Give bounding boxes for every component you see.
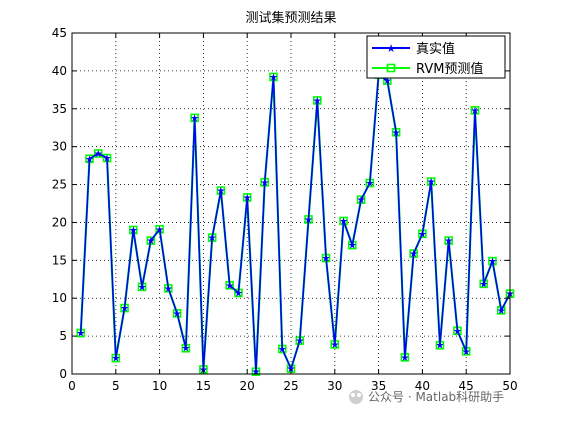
data-point-true: ★ bbox=[304, 215, 313, 226]
legend-label-pred: RVM预测值 bbox=[416, 61, 483, 77]
x-tick-label: 40 bbox=[415, 379, 430, 393]
legend-marker-true: ★ bbox=[386, 42, 396, 55]
x-tick-label: 15 bbox=[196, 379, 211, 393]
data-point-true: ★ bbox=[444, 236, 453, 247]
data-point-true: ★ bbox=[111, 354, 120, 365]
data-point-true: ★ bbox=[383, 76, 392, 87]
watermark-text: 公众号 · Matlab科研助手 bbox=[368, 390, 504, 404]
watermark-logo-inner bbox=[351, 393, 355, 397]
data-point-true: ★ bbox=[278, 344, 287, 355]
x-tick-label: 35 bbox=[371, 379, 386, 393]
data-point-true: ★ bbox=[392, 128, 401, 139]
data-point-true: ★ bbox=[435, 341, 444, 352]
data-point-true: ★ bbox=[330, 340, 339, 351]
data-point-true: ★ bbox=[94, 149, 103, 160]
grid bbox=[72, 33, 510, 374]
legend-label-true: 真实值 bbox=[416, 41, 455, 57]
y-tick-label: 40 bbox=[52, 64, 67, 78]
data-point-true: ★ bbox=[488, 257, 497, 268]
legend: ★ 真实值 RVM预测值 bbox=[366, 35, 506, 79]
y-tick-label: 30 bbox=[52, 140, 67, 154]
data-point-predicted bbox=[93, 149, 103, 158]
data-point-true: ★ bbox=[427, 177, 436, 188]
data-point-true: ★ bbox=[313, 96, 322, 107]
data-point-true: ★ bbox=[418, 229, 427, 240]
watermark: 公众号 · Matlab科研助手 bbox=[349, 390, 504, 404]
data-point-true: ★ bbox=[85, 154, 94, 165]
plot-area bbox=[72, 33, 510, 374]
y-tick-label: 45 bbox=[52, 26, 67, 40]
data-point-true: ★ bbox=[120, 304, 129, 315]
data-point-true: ★ bbox=[251, 367, 260, 378]
data-point-true: ★ bbox=[357, 195, 366, 206]
y-tick-label: 25 bbox=[52, 178, 67, 192]
ticks: 0 5 10 15 20 25 30 35 40 45 50 0 5 10 15 20 25 30 35 40 45 bbox=[52, 26, 518, 393]
data-point-true: ★ bbox=[129, 226, 138, 237]
data-point-true: ★ bbox=[269, 72, 278, 83]
x-tick-label: 45 bbox=[459, 379, 474, 393]
x-tick-label: 10 bbox=[152, 379, 167, 393]
data-point-true: ★ bbox=[234, 288, 243, 299]
data-point-true: ★ bbox=[400, 353, 409, 364]
y-tick-label: 10 bbox=[52, 291, 67, 305]
y-tick-label: 15 bbox=[52, 253, 67, 267]
data-point-true: ★ bbox=[173, 309, 182, 320]
data-point-true: ★ bbox=[103, 154, 112, 165]
data-point-true: ★ bbox=[479, 279, 488, 290]
x-tick-label: 25 bbox=[283, 379, 298, 393]
data-point-true: ★ bbox=[322, 254, 331, 265]
y-tick-label: 35 bbox=[52, 102, 67, 116]
x-tick-label: 20 bbox=[240, 379, 255, 393]
x-tick-label: 0 bbox=[68, 379, 76, 393]
data-point-true: ★ bbox=[76, 329, 85, 340]
data-point-true: ★ bbox=[216, 186, 225, 197]
data-point-true: ★ bbox=[138, 282, 147, 293]
data-point-true: ★ bbox=[339, 216, 348, 227]
data-point-true: ★ bbox=[181, 344, 190, 355]
data-point-true: ★ bbox=[146, 236, 155, 247]
data-point-true: ★ bbox=[453, 326, 462, 337]
watermark-logo-inner-2 bbox=[357, 393, 361, 397]
data-point-true: ★ bbox=[164, 284, 173, 295]
x-tick-label: 50 bbox=[502, 379, 517, 393]
chart-title: 测试集预测结果 bbox=[245, 10, 336, 26]
data-point-true: ★ bbox=[462, 347, 471, 358]
plot-axes: ★★ ★ ★★★★★★★★★★★★★★★★★★★★★★★★★★★★★★★★★★★★★… bbox=[52, 26, 518, 393]
data-point-true: ★ bbox=[470, 106, 479, 117]
y-tick-label: 0 bbox=[59, 367, 67, 381]
data-point-true: ★ bbox=[260, 178, 269, 189]
data-point-true: ★ bbox=[208, 233, 217, 244]
series-line-true bbox=[79, 73, 511, 373]
data-point-true: ★ bbox=[409, 249, 418, 260]
data-point-predicted bbox=[172, 309, 182, 318]
data-point-true: ★ bbox=[497, 306, 506, 317]
x-tick-label: 5 bbox=[112, 379, 120, 393]
data-point-true: ★ bbox=[365, 179, 374, 190]
y-tick-label: 5 bbox=[59, 329, 67, 343]
data-point-true: ★ bbox=[190, 113, 199, 124]
data-point-true: ★ bbox=[348, 241, 357, 252]
legend-marker-pred bbox=[386, 63, 396, 73]
data-point-true: ★ bbox=[243, 193, 252, 204]
x-tick-label: 30 bbox=[327, 379, 342, 393]
watermark-logo-icon bbox=[349, 390, 363, 404]
data-point-true: ★ bbox=[155, 225, 164, 236]
data-point-true: ★ bbox=[225, 281, 234, 292]
data-point-true: ★ bbox=[295, 336, 304, 347]
y-tick-label: 20 bbox=[52, 215, 67, 229]
